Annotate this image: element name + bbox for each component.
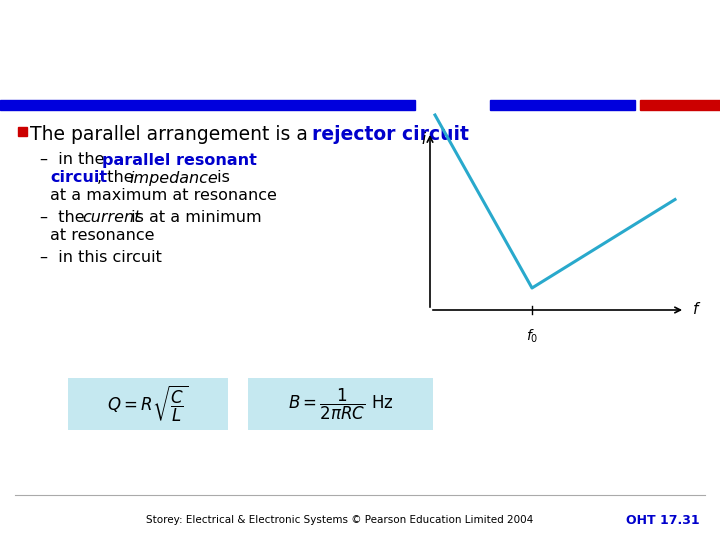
Bar <box>18 127 27 136</box>
Bar <box>640 100 720 110</box>
Text: impedance: impedance <box>129 171 217 186</box>
Text: –  the: – the <box>40 211 90 226</box>
Text: –  in the: – in the <box>40 152 109 167</box>
Text: is: is <box>212 171 230 186</box>
Text: $B = \dfrac{1}{2\pi RC}\ \mathrm{Hz}$: $B = \dfrac{1}{2\pi RC}\ \mathrm{Hz}$ <box>288 387 393 422</box>
Text: $f_0$: $f_0$ <box>526 328 538 346</box>
Text: circuit: circuit <box>50 171 107 186</box>
Text: f: f <box>693 302 698 318</box>
Text: OHT 17.31: OHT 17.31 <box>626 514 700 526</box>
Text: i: i <box>422 132 426 147</box>
Text: rejector circuit: rejector circuit <box>312 125 469 144</box>
Text: is at a minimum: is at a minimum <box>126 211 261 226</box>
Text: The parallel arrangement is a: The parallel arrangement is a <box>30 125 314 144</box>
FancyBboxPatch shape <box>248 378 433 430</box>
Text: at a maximum at resonance: at a maximum at resonance <box>50 188 277 204</box>
Text: –  in this circuit: – in this circuit <box>40 251 162 266</box>
FancyBboxPatch shape <box>68 378 228 430</box>
Text: current: current <box>82 211 140 226</box>
Text: Storey: Electrical & Electronic Systems © Pearson Education Limited 2004: Storey: Electrical & Electronic Systems … <box>146 515 534 525</box>
Text: , the: , the <box>97 171 139 186</box>
Text: parallel resonant: parallel resonant <box>102 152 257 167</box>
Text: $Q = R\sqrt{\dfrac{C}{L}}$: $Q = R\sqrt{\dfrac{C}{L}}$ <box>107 384 189 424</box>
Bar <box>490 100 635 110</box>
Bar <box>0 100 415 110</box>
Text: at resonance: at resonance <box>50 228 155 244</box>
